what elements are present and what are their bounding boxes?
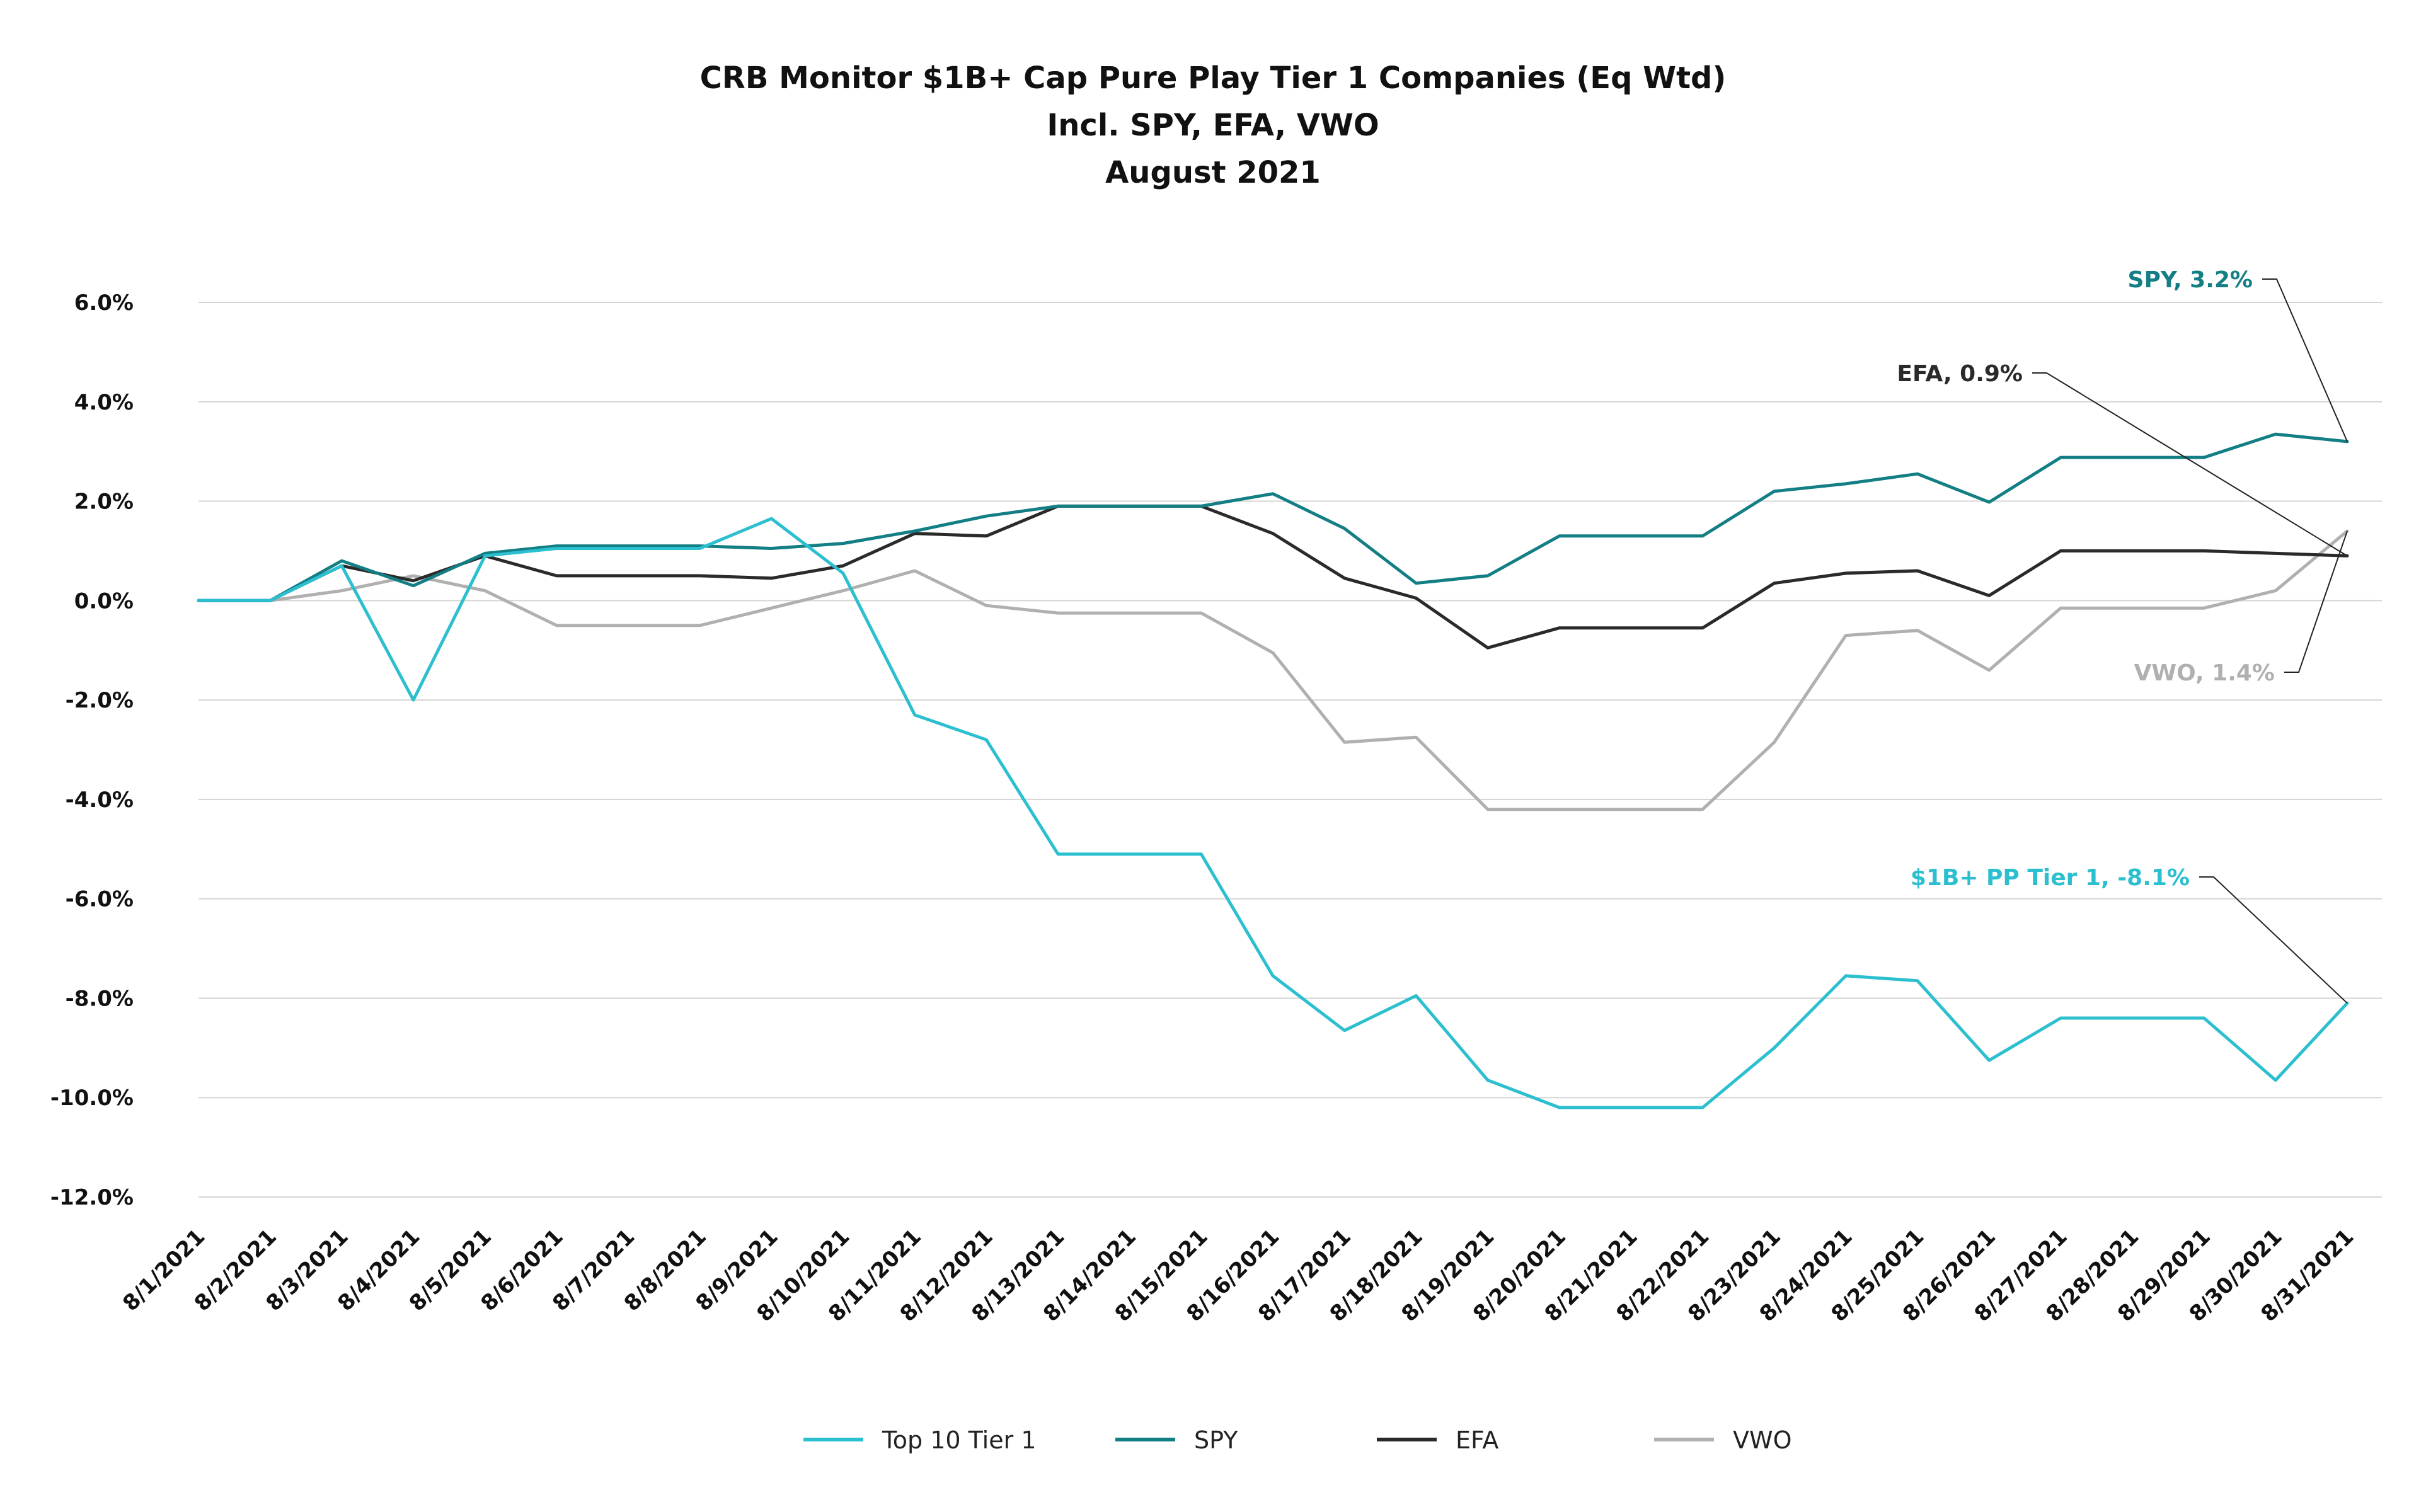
legend-label: SPY	[1194, 1426, 1238, 1454]
y-tick-label: -8.0%	[66, 986, 134, 1011]
legend-label: Top 10 Tier 1	[882, 1426, 1037, 1454]
legend: Top 10 Tier 1 SPY EFA VWO	[803, 1426, 1791, 1454]
annotation-label: VWO, 1.4%	[2134, 660, 2275, 686]
legend-label: EFA	[1456, 1426, 1498, 1454]
series-annotations: SPY, 3.2% EFA, 0.9% VWO, 1.4% $1B+ PP Tier …	[1897, 267, 2348, 1004]
annotation-leader-line	[2262, 278, 2348, 442]
series-line-top-10-tier-1	[197, 517, 2349, 1109]
gridlines	[198, 302, 2382, 1198]
annotation-leader-line	[2032, 372, 2348, 557]
chart-title-line-2: Incl. SPY, EFA, VWO	[1047, 108, 1379, 143]
chart-title: CRB Monitor $1B+ Cap Pure Play Tier 1 Co…	[700, 60, 1727, 190]
legend-label: VWO	[1733, 1426, 1791, 1454]
x-axis-ticks: 8/1/20218/2/20218/3/20218/4/20218/5/2021…	[118, 1224, 2359, 1327]
annotation-label: EFA, 0.9%	[1897, 361, 2023, 387]
y-tick-label: 4.0%	[74, 390, 134, 415]
y-tick-label: 0.0%	[74, 588, 134, 614]
y-tick-label: -10.0%	[50, 1085, 134, 1111]
y-tick-label: -2.0%	[66, 688, 134, 713]
series-line-spy	[197, 432, 2349, 602]
chart-title-line-1: CRB Monitor $1B+ Cap Pure Play Tier 1 Co…	[700, 60, 1727, 96]
series-line-efa	[197, 504, 2349, 650]
y-tick-label: -6.0%	[66, 887, 134, 912]
y-tick-label: -4.0%	[66, 788, 134, 813]
y-tick-label: -12.0%	[50, 1185, 134, 1210]
annotation-leader-line	[2284, 530, 2348, 673]
chart-title-line-3: August 2021	[1105, 155, 1321, 190]
y-axis-ticks: 6.0% 4.0% 2.0% 0.0% -2.0% -4.0% -6.0% -8.0% -10.…	[50, 290, 134, 1210]
annotation-leader-line	[2199, 876, 2348, 1004]
series-lines	[197, 432, 2349, 1109]
y-tick-label: 6.0%	[74, 290, 134, 316]
annotation-label: SPY, 3.2%	[2128, 267, 2253, 293]
y-tick-label: 2.0%	[74, 490, 134, 515]
series-line-vwo	[197, 529, 2349, 811]
annotation-label: $1B+ PP Tier 1, -8.1%	[1911, 865, 2190, 891]
